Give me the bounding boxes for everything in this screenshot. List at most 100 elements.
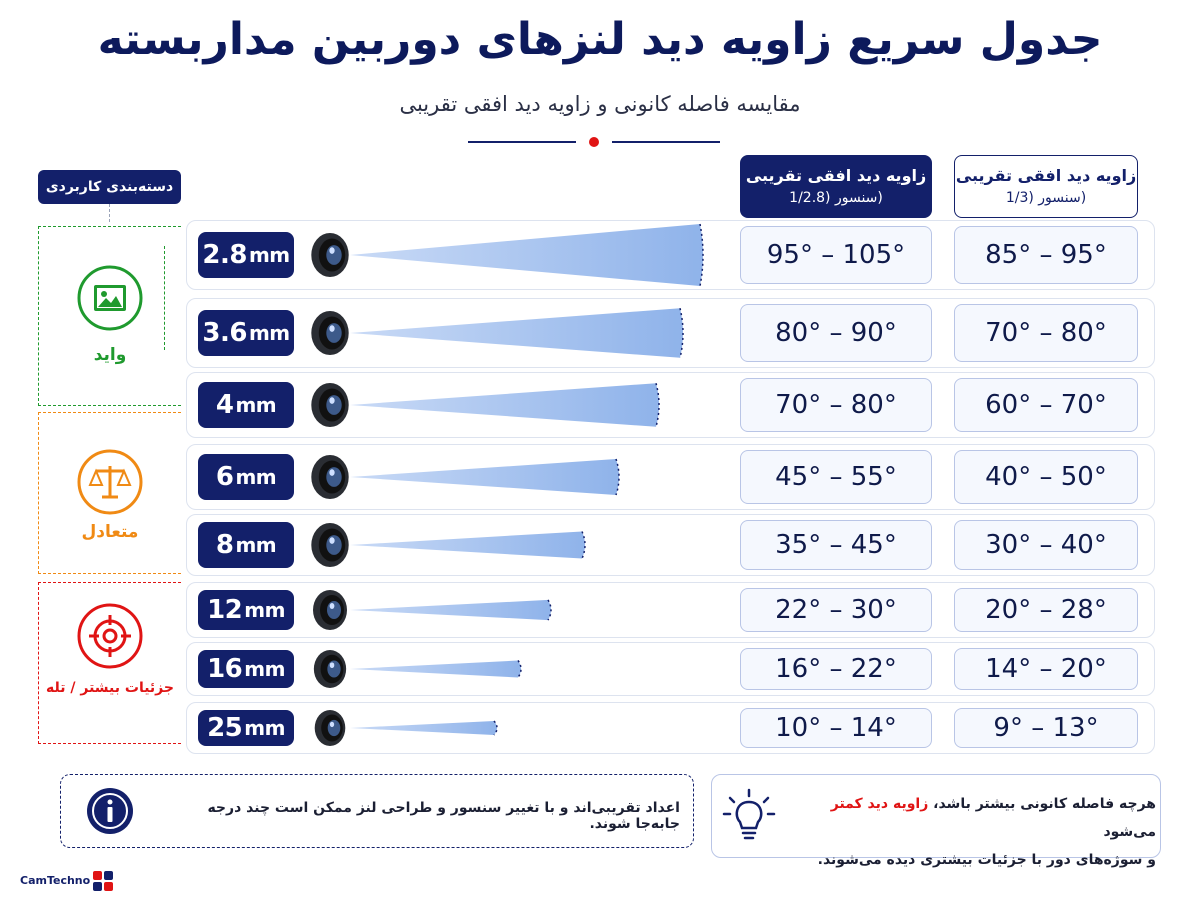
category-bracket-tele xyxy=(38,582,181,744)
focal-length-label: 3.6 mm xyxy=(198,310,294,356)
fov-cell-sensor-1-2-8: 16° – 22° xyxy=(740,648,932,690)
fov-cell-sensor-1-2-8: 95° – 105° xyxy=(740,226,932,284)
fov-arc xyxy=(581,531,586,559)
lens-body xyxy=(311,233,349,277)
lens-body xyxy=(313,650,347,688)
column-header-sensor: (سنسور (1/2.8 xyxy=(789,189,883,206)
camera-lens-icon xyxy=(311,308,684,358)
focal-length-label: 8 mm xyxy=(198,522,294,568)
focal-length-label: 12 mm xyxy=(198,590,294,630)
divider-left xyxy=(468,141,576,143)
disclaimer-text: اعداد تقریبی‌اند و با تغییر سنسور و طراح… xyxy=(207,800,680,832)
camera-lens-icon xyxy=(311,223,704,287)
tip-text-line2: و سوژه‌های دور با جزئیات بیشتری دیده می‌… xyxy=(817,852,1156,868)
column-header-sensor-1-2-8: زاویه دید افقی تقریبی (سنسور (1/2.8 xyxy=(740,155,932,218)
category-label-balanced: متعادل xyxy=(81,522,139,542)
brand-logo-text: CamTechno xyxy=(20,874,91,887)
fov-cone xyxy=(350,531,585,559)
page-title: جدول سریع زاویه دید لنزهای دوربین مداربس… xyxy=(97,14,1103,65)
disclaimer-box xyxy=(60,774,694,848)
camera-lens-icon xyxy=(314,710,498,746)
focal-length-value: 8 xyxy=(215,530,234,560)
fov-cell-sensor-1-3: 85° – 95° xyxy=(954,226,1138,284)
focal-length-unit: mm xyxy=(235,465,277,489)
camera-lens-icon xyxy=(311,523,586,567)
column-header-sensor-1-3: زاویه دید افقی تقریبی (سنسور (1/3 xyxy=(954,155,1138,218)
target-icon xyxy=(76,602,144,674)
divider-right xyxy=(612,141,720,143)
column-header-title: زاویه دید افقی تقریبی xyxy=(955,165,1137,185)
lens-body xyxy=(311,523,349,567)
lightbulb-icon xyxy=(722,788,776,848)
focal-length-value: 25 xyxy=(207,713,243,743)
category-bracket-wide xyxy=(38,226,181,406)
fov-arc xyxy=(679,308,684,358)
fov-arc xyxy=(699,223,704,287)
fov-cone xyxy=(350,383,659,427)
fov-cell-sensor-1-3: 9° – 13° xyxy=(954,708,1138,748)
divider-dot xyxy=(589,137,599,147)
focal-length-value: 16 xyxy=(207,654,243,684)
focal-length-value: 6 xyxy=(215,462,234,492)
info-icon xyxy=(86,787,134,839)
tip-box xyxy=(711,774,1161,858)
fov-cell-sensor-1-3: 70° – 80° xyxy=(954,304,1138,362)
fov-cell-sensor-1-3: 14° – 20° xyxy=(954,648,1138,690)
fov-cone xyxy=(350,720,497,736)
column-header-title: زاویه دید افقی تقریبی xyxy=(745,165,927,185)
tip-text: هرچه فاصله کانونی بیشتر باشد، زاویه دید … xyxy=(786,790,1156,874)
tip-text-part2: می‌شود xyxy=(1103,824,1156,840)
fov-cell-sensor-1-2-8: 45° – 55° xyxy=(740,450,932,504)
camera-lens-icon xyxy=(311,383,660,427)
camera-lens-icon xyxy=(313,650,522,688)
lens-body xyxy=(314,710,346,746)
fov-cell-sensor-1-3: 30° – 40° xyxy=(954,520,1138,570)
focal-length-value: 4 xyxy=(215,390,234,420)
focal-length-value: 3.6 xyxy=(202,318,247,348)
fov-arc xyxy=(517,660,522,678)
fov-cell-sensor-1-3: 60° – 70° xyxy=(954,378,1138,432)
focal-length-unit: mm xyxy=(244,716,285,740)
focal-length-unit: mm xyxy=(248,243,290,267)
fov-arc xyxy=(547,599,552,621)
category-sub-bracket-wide xyxy=(164,246,176,350)
fov-cone xyxy=(350,459,619,495)
tip-text-part1: هرچه فاصله کانونی بیشتر باشد، xyxy=(928,796,1156,812)
category-label-wide: واید xyxy=(93,345,127,365)
camera-lens-icon xyxy=(313,590,552,630)
category-connector xyxy=(109,204,110,222)
brand-logo-icon xyxy=(92,870,114,896)
focal-length-label: 2.8 mm xyxy=(198,232,294,278)
fov-cone xyxy=(350,660,521,678)
fov-cone xyxy=(350,308,683,358)
focal-length-unit: mm xyxy=(244,598,285,622)
lens-body xyxy=(311,455,349,499)
fov-cone xyxy=(350,599,551,621)
focal-length-unit: mm xyxy=(235,393,277,417)
fov-cell-sensor-1-2-8: 35° – 45° xyxy=(740,520,932,570)
focal-length-unit: mm xyxy=(248,321,290,345)
fov-cell-sensor-1-2-8: 22° – 30° xyxy=(740,588,932,632)
image-icon xyxy=(76,264,144,336)
fov-arc xyxy=(655,383,660,427)
focal-length-label: 16 mm xyxy=(198,650,294,688)
fov-cell-sensor-1-2-8: 70° – 80° xyxy=(740,378,932,432)
lens-body xyxy=(311,311,349,355)
fov-cell-sensor-1-2-8: 80° – 90° xyxy=(740,304,932,362)
focal-length-unit: mm xyxy=(244,657,285,681)
scale-icon xyxy=(76,448,144,520)
tip-text-highlight: زاویه دید کمتر xyxy=(830,796,929,812)
focal-length-value: 12 xyxy=(207,595,243,625)
fov-cell-sensor-1-3: 20° – 28° xyxy=(954,588,1138,632)
focal-length-label: 6 mm xyxy=(198,454,294,500)
category-bracket-balanced xyxy=(38,412,181,574)
category-header: دسته‌بندی کاربردی xyxy=(38,170,181,204)
lens-body xyxy=(311,383,349,427)
lens-body xyxy=(313,590,347,630)
fov-arc xyxy=(493,720,498,736)
focal-length-value: 2.8 xyxy=(202,240,247,270)
focal-length-unit: mm xyxy=(235,533,277,557)
fov-cone xyxy=(350,224,703,286)
focal-length-label: 4 mm xyxy=(198,382,294,428)
fov-cell-sensor-1-2-8: 10° – 14° xyxy=(740,708,932,748)
